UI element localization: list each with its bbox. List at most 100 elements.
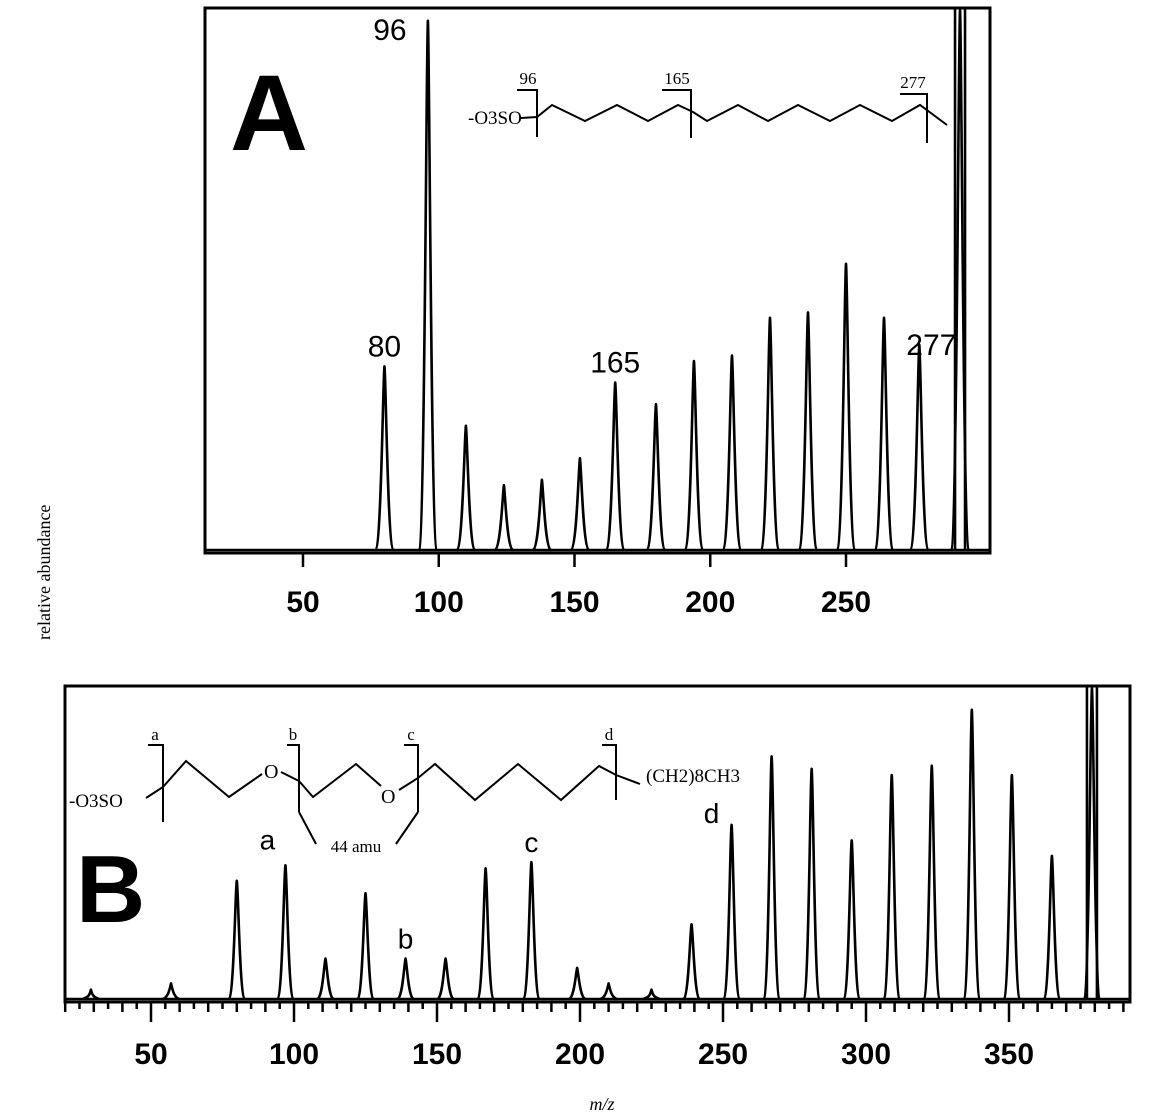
panel-b-x-axis: 50 100 150 200 250 300 350 (63, 1002, 1125, 1071)
peak-mz-250 (835, 262, 857, 552)
x-tick-label-150: 150 (549, 586, 599, 619)
panel-b-structure: -O3SO O O (CH2)8CH3 a b c d 44 amu (69, 725, 740, 856)
panel-a-frame (203, 6, 992, 555)
cleavage-marker-b (287, 744, 300, 812)
cleavage-label-a: a (151, 725, 159, 744)
peak-mz-323 (922, 764, 942, 1001)
cleavage-marker-a (148, 744, 164, 822)
panel-a-structure: -O3SO 96 165 277 (468, 69, 948, 143)
cleavage-label-d: d (605, 725, 614, 744)
cleavage-marker-277 (900, 93, 928, 143)
structure-b-head: -O3SO (69, 791, 123, 812)
peak-mz-80 (227, 879, 247, 1001)
peak-mz-80 (374, 365, 395, 552)
peak-mz-208 (721, 354, 743, 552)
peak-annotation-d: d (704, 798, 720, 829)
x-tick-label-350: 350 (984, 1038, 1034, 1071)
y-axis-label: relative abundance (34, 505, 54, 640)
peak-mz-194 (683, 359, 705, 552)
peak-mz-309 (882, 773, 902, 1001)
ethoxy-chain-1 (145, 759, 263, 799)
repeat-unit-bracket (298, 811, 419, 845)
peak-mz-337 (962, 708, 982, 1001)
cleavage-marker-165 (662, 89, 692, 138)
peak-mz-225 (643, 988, 660, 1001)
panel-b-peaks (65, 686, 1130, 1001)
ether-oxygen-1: O (264, 761, 278, 783)
panel-b-label: B (76, 836, 145, 943)
x-tick-label-250: 250 (698, 1038, 748, 1071)
peak-mz-125 (356, 891, 375, 1001)
repeat-unit-label: 44 amu (331, 837, 382, 856)
panel-b: B -O3SO O O (CH2)8CH3 a b c d 44 amu 50 1… (63, 684, 1132, 1071)
peak-annotation-a: a (260, 824, 276, 855)
peak-annotation-96: 96 (373, 14, 406, 47)
peak-mz-222 (759, 316, 781, 552)
peak-mz-351 (1002, 773, 1022, 1001)
peak-mz-139 (396, 957, 415, 1001)
peak-annotation-b: b (398, 924, 414, 955)
panel-a-label: A (230, 52, 308, 173)
cleavage-label-277: 277 (900, 73, 926, 92)
cleavage-marker-96 (517, 89, 538, 137)
peak-annotation-165: 165 (590, 347, 640, 380)
x-tick-label-250: 250 (821, 586, 871, 619)
panel-a-x-axis: 50 100 150 200 250 (286, 553, 871, 619)
cleavage-label-c: c (407, 725, 415, 744)
peak-mz-124 (493, 483, 514, 552)
peak-annotation-277: 277 (906, 329, 956, 362)
x-tick-label-100: 100 (414, 586, 464, 619)
peak-annotation-80: 80 (368, 330, 401, 363)
cleavage-marker-d (602, 744, 617, 800)
peak-mz-165 (604, 381, 626, 552)
cleavage-marker-c (404, 744, 419, 812)
peak-mz-153 (436, 957, 455, 1001)
ethoxy-chain-2 (280, 762, 382, 799)
structure-b-tail: (CH2)8CH3 (646, 766, 740, 787)
panel-a-annotations: 80 96 165 277 (368, 14, 957, 380)
peak-mz-29 (82, 988, 100, 1001)
panel-a: A -O3SO 96 165 277 50 100 150 200 250 80 96 16… (203, 6, 992, 619)
peak-mz-180 (645, 402, 667, 552)
peak-mz-96 (417, 19, 439, 552)
peak-annotation-c: c (524, 827, 538, 858)
peak-mz-210 (599, 982, 618, 1001)
x-tick-label-150: 150 (412, 1038, 462, 1071)
x-tick-label-200: 200 (555, 1038, 605, 1071)
x-tick-label-300: 300 (841, 1038, 891, 1071)
peak-mz-253 (722, 823, 741, 1001)
peak-mz-199 (568, 966, 587, 1001)
alkyl-chain (520, 103, 948, 126)
peak-mz-97 (276, 863, 295, 1001)
cleavage-label-96: 96 (520, 69, 537, 88)
peak-mz-111 (316, 957, 335, 1001)
x-tick-label-100: 100 (269, 1038, 319, 1071)
peak-mz-110 (455, 424, 477, 552)
x-tick-label-50: 50 (134, 1038, 167, 1071)
panel-b-frame (63, 684, 1132, 1004)
structure-a-head: -O3SO (468, 108, 522, 129)
x-tick-label-200: 200 (685, 586, 735, 619)
x-tick-label-50: 50 (286, 586, 319, 619)
peak-mz-281 (802, 767, 821, 1001)
peak-mz-239 (682, 923, 701, 1001)
ether-oxygen-2: O (381, 786, 395, 808)
peak-mz-264 (873, 316, 895, 552)
peak-mz-152 (569, 456, 591, 552)
cleavage-label-165: 165 (664, 69, 690, 88)
peak-mz-267 (762, 755, 781, 1001)
peak-mz-57 (162, 982, 180, 1001)
peak-mz-277 (909, 343, 930, 552)
alkyl-chain-b (398, 762, 641, 802)
peak-mz-295 (842, 839, 861, 1001)
peak-mz-365 (1042, 854, 1062, 1001)
peak-mz-138 (531, 478, 552, 552)
peak-mz-167 (476, 867, 495, 1001)
panel-a-peaks (205, 8, 990, 552)
peak-mz-236 (797, 311, 819, 552)
peak-mz-183 (522, 860, 541, 1001)
cleavage-label-b: b (289, 725, 298, 744)
x-axis-label: m/z (589, 1094, 614, 1114)
panel-b-annotations: a b c d (260, 798, 720, 955)
